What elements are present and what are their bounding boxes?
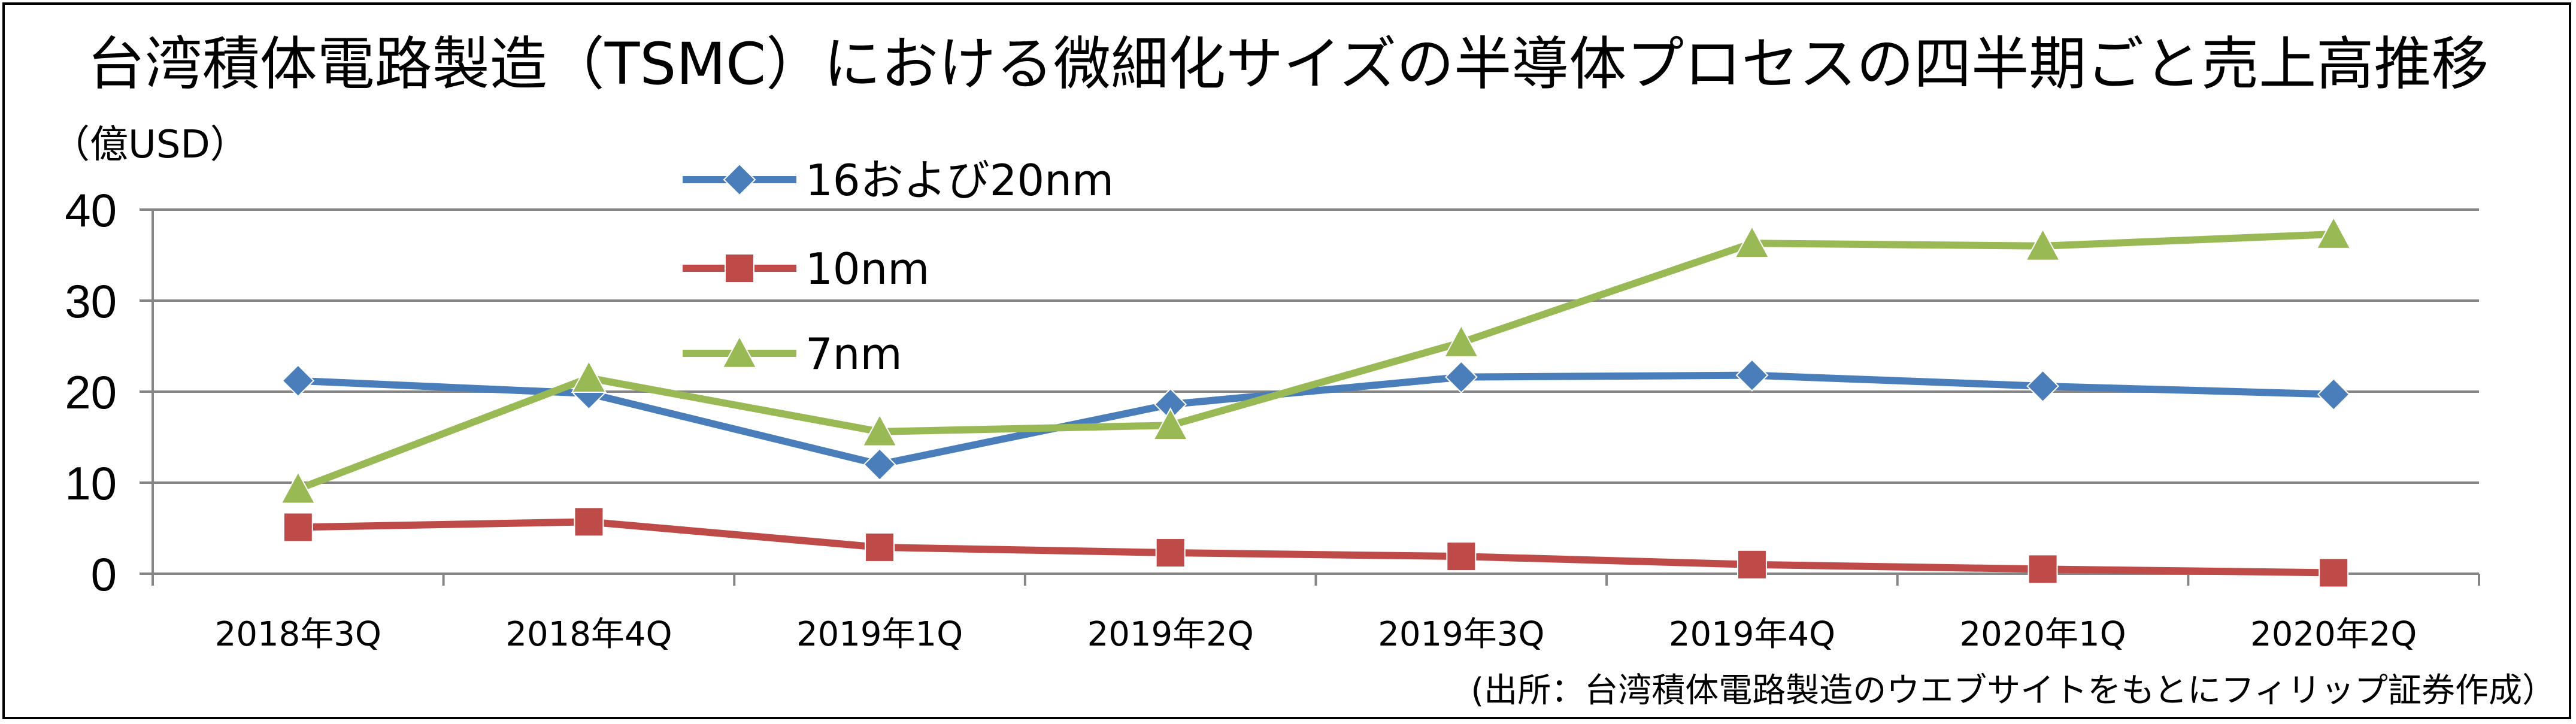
data-point — [865, 532, 895, 562]
x-tick-label: 2018年4Q — [505, 615, 672, 654]
data-point — [1735, 359, 1769, 392]
data-point — [1736, 549, 1767, 580]
legend-label: 16および20nm — [805, 155, 1114, 205]
data-point — [280, 471, 316, 504]
data-point — [1446, 541, 1477, 572]
legend-marker — [723, 163, 756, 196]
data-point — [283, 512, 313, 543]
x-tick-label: 2019年4Q — [1669, 615, 1835, 654]
legend: 16および20nm 10nm 7nm — [683, 155, 1114, 379]
x-tick-label: 2020年2Q — [2250, 615, 2417, 654]
chart-title: 台湾積体電路製造（TSMC）における微細化サイズの半導体プロセスの四半期ごと売上… — [87, 31, 2489, 98]
data-point — [863, 448, 896, 481]
data-point — [2025, 228, 2061, 261]
data-point — [1155, 538, 1186, 568]
y-tick-label: 30 — [65, 275, 117, 328]
legend-label: 7nm — [805, 329, 902, 379]
data-point — [2028, 554, 2058, 584]
y-axis-unit-label: （億USD） — [51, 123, 248, 167]
data-point — [574, 507, 604, 537]
y-tick-labels: 0 10 20 30 40 — [65, 184, 117, 601]
gridlines — [153, 208, 2479, 484]
y-tick-label: 0 — [91, 548, 117, 601]
x-tick-label: 2019年3Q — [1378, 615, 1544, 654]
legend-label: 10nm — [805, 244, 929, 294]
data-point — [2319, 558, 2349, 588]
y-tick-label: 40 — [65, 184, 117, 237]
legend-marker — [725, 253, 754, 283]
data-point — [2026, 369, 2059, 403]
x-tick-label: 2019年2Q — [1087, 615, 1254, 654]
series-line — [296, 231, 2334, 493]
x-tick-label: 2020年1Q — [1959, 615, 2126, 654]
data-point — [1443, 324, 1479, 358]
data-point — [1734, 225, 1770, 259]
data-point — [1444, 361, 1478, 394]
x-tick-label: 2018年3Q — [215, 615, 381, 654]
series-line — [298, 518, 2334, 577]
source-note: (出所：台湾積体電路製造のウエブサイトをもとにフィリップ証券作成） — [1471, 671, 2556, 710]
series-lines — [280, 216, 2351, 588]
legend-marker — [722, 335, 757, 368]
x-tick-labels: 2018年3Q 2018年4Q 2019年1Q 2019年2Q 2019年3Q 2019年… — [215, 615, 2417, 654]
y-tick-label: 20 — [65, 366, 117, 419]
x-tick-label: 2019年1Q — [796, 615, 963, 654]
series-line — [298, 371, 2334, 468]
y-tick-label: 10 — [65, 457, 117, 510]
data-point — [862, 413, 898, 447]
axes — [140, 208, 2480, 586]
data-point — [2316, 216, 2351, 249]
data-point — [281, 364, 315, 398]
data-point — [571, 360, 607, 393]
data-point — [1153, 407, 1189, 441]
data-point — [2317, 378, 2350, 411]
